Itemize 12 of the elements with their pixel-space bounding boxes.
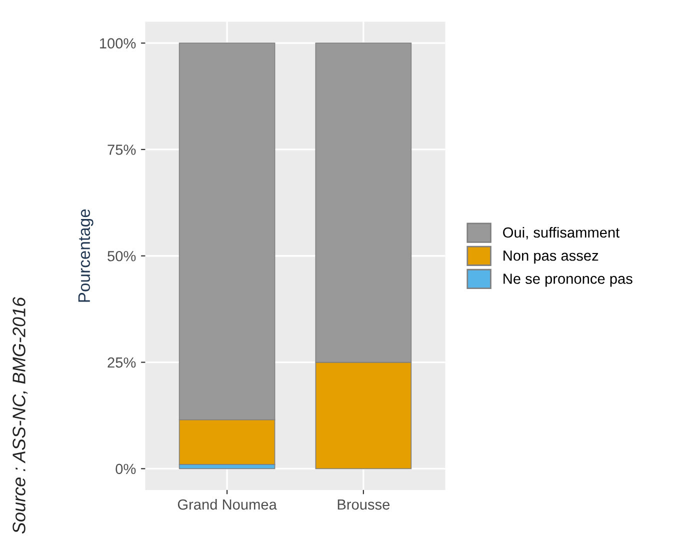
y-tick-label: 25% [108,357,136,368]
source-note: Source : ASS-NC, BMG-2016 [12,296,28,534]
y-axis-title: Pourcentage [78,209,94,302]
y-tick-label: 100% [100,38,136,49]
y-tick-label: 75% [108,144,136,155]
legend-label: Oui, suffisamment [503,226,620,240]
x-tick-label: Brousse [338,500,390,510]
legend-label: Non pas assez [504,250,598,264]
y-tick-label: 0% [116,464,136,474]
y-tick-label: 50% [108,250,136,262]
x-tick-label: Grand Noumea [178,498,277,510]
legend-label: Ne se prononce pas [504,274,632,287]
